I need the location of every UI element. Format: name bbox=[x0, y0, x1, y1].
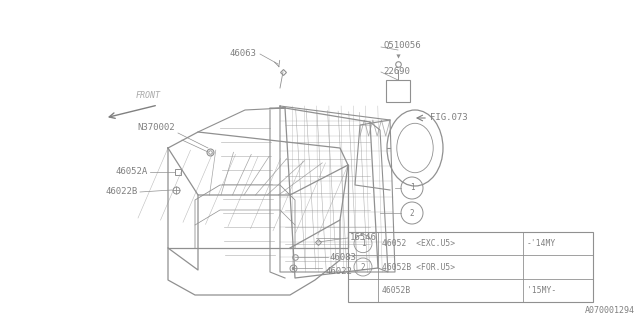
Text: 46063: 46063 bbox=[229, 50, 256, 59]
Text: N370002: N370002 bbox=[138, 124, 175, 132]
Text: A070001294: A070001294 bbox=[585, 306, 635, 315]
Text: 2: 2 bbox=[361, 262, 365, 271]
Text: '15MY-: '15MY- bbox=[527, 286, 556, 295]
Text: 22690: 22690 bbox=[383, 68, 410, 76]
Text: 46022B: 46022B bbox=[106, 188, 138, 196]
Text: 46052B <FOR.U5>: 46052B <FOR.U5> bbox=[382, 262, 455, 271]
Text: Q510056: Q510056 bbox=[383, 41, 420, 50]
Bar bbox=[386, 80, 410, 102]
Text: FIG.073: FIG.073 bbox=[430, 114, 468, 123]
Text: 46052  <EXC.U5>: 46052 <EXC.U5> bbox=[382, 239, 455, 248]
Text: 46052A: 46052A bbox=[116, 167, 148, 177]
Text: 46022: 46022 bbox=[325, 267, 352, 276]
Text: 46052B: 46052B bbox=[382, 286, 412, 295]
Bar bbox=[348, 232, 593, 302]
Text: 46083: 46083 bbox=[330, 252, 357, 261]
Text: FRONT: FRONT bbox=[136, 91, 161, 100]
Text: 2: 2 bbox=[410, 209, 414, 218]
Text: 1: 1 bbox=[361, 239, 365, 248]
Text: -'14MY: -'14MY bbox=[527, 239, 556, 248]
Text: 1: 1 bbox=[410, 183, 414, 193]
Text: 16546: 16546 bbox=[350, 234, 377, 243]
